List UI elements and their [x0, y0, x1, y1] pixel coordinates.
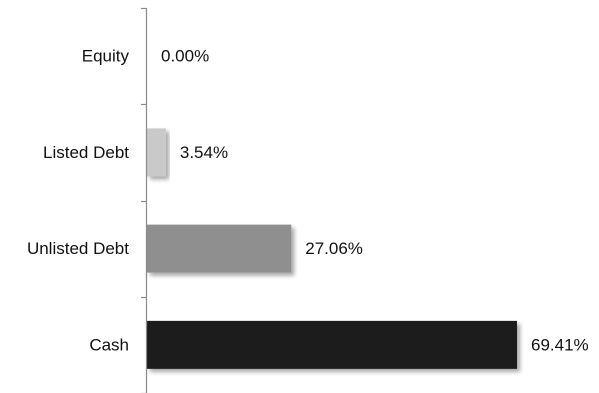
value-label: 3.54% [180, 143, 228, 162]
value-label: 69.41% [531, 335, 589, 354]
value-label: 27.06% [305, 239, 363, 258]
category-axis [141, 7, 148, 393]
labels-layer: Equity 0.00% Listed Debt 3.54% Unlisted Debt… [27, 47, 589, 355]
value-label: 0.00% [161, 47, 209, 66]
bar-cash [147, 320, 517, 369]
bar-listed-debt [147, 128, 166, 177]
bar-unlisted-debt [147, 224, 292, 273]
category-label: Unlisted Debt [27, 239, 129, 258]
category-label: Equity [82, 47, 130, 66]
bars-layer [147, 128, 517, 369]
category-label: Listed Debt [43, 143, 129, 162]
category-label: Cash [89, 335, 129, 354]
